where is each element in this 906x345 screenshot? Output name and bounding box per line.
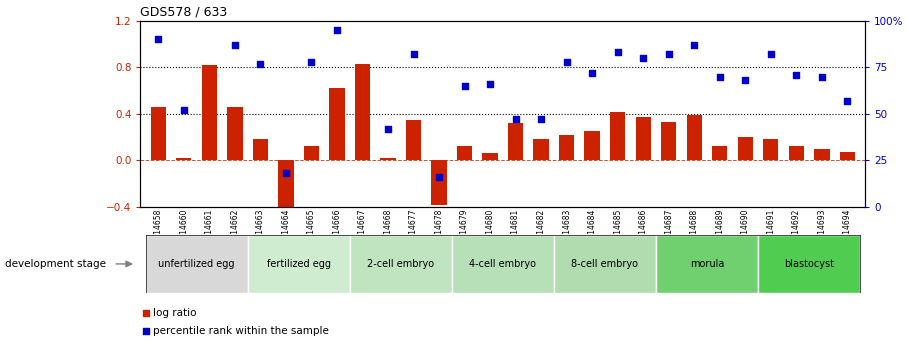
- Bar: [610, 111, 625, 160]
- Point: [330, 27, 344, 33]
- Bar: [482, 154, 497, 160]
- Bar: [355, 64, 371, 160]
- Point: [483, 81, 497, 87]
- Bar: [146, 235, 247, 293]
- Bar: [329, 88, 344, 160]
- Point: [139, 328, 153, 334]
- Point: [508, 117, 523, 122]
- Text: morula: morula: [689, 259, 724, 269]
- Text: GDS578 / 633: GDS578 / 633: [140, 5, 227, 18]
- Point: [458, 83, 472, 89]
- Point: [534, 117, 548, 122]
- Point: [381, 126, 395, 131]
- Text: 4-cell embryo: 4-cell embryo: [469, 259, 536, 269]
- Point: [139, 310, 153, 315]
- Point: [151, 37, 166, 42]
- Text: blastocyst: blastocyst: [784, 259, 834, 269]
- Bar: [508, 123, 524, 160]
- Point: [687, 42, 701, 48]
- Bar: [814, 149, 830, 160]
- Bar: [350, 235, 452, 293]
- Text: 2-cell embryo: 2-cell embryo: [367, 259, 434, 269]
- Point: [712, 74, 727, 79]
- Bar: [431, 160, 447, 205]
- Bar: [381, 158, 396, 160]
- Bar: [584, 131, 600, 160]
- Point: [764, 51, 778, 57]
- Point: [432, 175, 447, 180]
- Bar: [712, 146, 728, 160]
- Point: [559, 59, 573, 65]
- Point: [253, 61, 267, 66]
- Bar: [247, 235, 350, 293]
- Bar: [840, 152, 855, 160]
- Bar: [457, 146, 472, 160]
- Text: log ratio: log ratio: [153, 308, 197, 317]
- Point: [840, 98, 854, 104]
- Text: 8-cell embryo: 8-cell embryo: [572, 259, 639, 269]
- Point: [636, 55, 651, 61]
- Point: [611, 50, 625, 55]
- Bar: [788, 146, 804, 160]
- Point: [814, 74, 829, 79]
- Bar: [202, 65, 217, 160]
- Bar: [763, 139, 778, 160]
- Point: [304, 59, 319, 65]
- Point: [177, 107, 191, 113]
- Bar: [559, 135, 574, 160]
- Bar: [176, 158, 191, 160]
- Bar: [661, 122, 677, 160]
- Point: [789, 72, 804, 78]
- Bar: [406, 120, 421, 160]
- Point: [585, 70, 600, 76]
- Bar: [656, 235, 758, 293]
- Point: [227, 42, 242, 48]
- Bar: [253, 139, 268, 160]
- Bar: [554, 235, 656, 293]
- Bar: [304, 146, 319, 160]
- Bar: [758, 235, 860, 293]
- Point: [661, 51, 676, 57]
- Bar: [534, 139, 549, 160]
- Text: unfertilized egg: unfertilized egg: [159, 259, 235, 269]
- Bar: [687, 115, 702, 160]
- Point: [406, 51, 420, 57]
- Point: [279, 171, 294, 176]
- Bar: [737, 137, 753, 160]
- Bar: [150, 107, 166, 160]
- Bar: [278, 160, 294, 221]
- Text: fertilized egg: fertilized egg: [266, 259, 331, 269]
- Point: [738, 78, 753, 83]
- Text: development stage: development stage: [5, 259, 105, 269]
- Bar: [227, 107, 243, 160]
- Bar: [452, 235, 554, 293]
- Bar: [635, 117, 651, 160]
- Text: percentile rank within the sample: percentile rank within the sample: [153, 326, 329, 336]
